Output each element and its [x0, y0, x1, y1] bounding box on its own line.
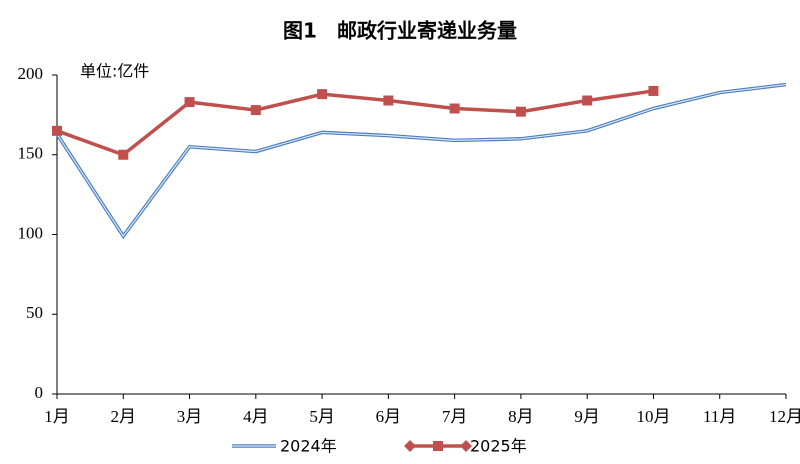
x-tick-label: 9月: [574, 407, 600, 426]
x-tick-label: 3月: [177, 407, 203, 426]
y-tick-label: 150: [18, 144, 44, 163]
series-line-inner: [56, 83, 787, 238]
legend-marker: [404, 440, 416, 452]
point-marker: [317, 89, 328, 100]
legend-label: 2025年: [470, 437, 527, 456]
point-marker: [118, 149, 129, 160]
y-tick-label: 50: [26, 303, 43, 322]
x-tick-label: 7月: [442, 407, 468, 426]
point-marker: [515, 106, 526, 117]
x-tick-label: 5月: [309, 407, 335, 426]
x-tick-label: 10月: [636, 407, 670, 426]
series-line: [55, 82, 787, 240]
unit-label: 单位:亿件: [80, 62, 149, 81]
y-tick-label: 200: [18, 64, 44, 83]
point-marker: [52, 125, 62, 136]
legend-marker: [460, 440, 472, 452]
y-tick-label: 100: [18, 223, 44, 242]
x-tick-label: 1月: [44, 407, 70, 426]
legend-marker: [433, 441, 443, 451]
y-tick-label: 0: [35, 383, 44, 402]
legend-label: 2024年: [280, 437, 337, 456]
x-tick-label: 8月: [508, 407, 534, 426]
chart-title: 图1 邮政行业寄递业务量: [283, 19, 517, 43]
point-marker: [449, 103, 460, 114]
point-marker: [184, 97, 195, 108]
x-tick-label: 12月: [769, 407, 800, 426]
point-marker: [383, 95, 394, 106]
point-marker: [582, 95, 593, 106]
point-marker: [250, 105, 261, 116]
x-tick-label: 6月: [376, 407, 402, 426]
x-tick-label: 4月: [243, 407, 269, 426]
series-line: [56, 89, 654, 157]
x-tick-label: 11月: [703, 407, 736, 426]
point-marker: [648, 85, 659, 96]
x-tick-label: 2月: [111, 407, 137, 426]
